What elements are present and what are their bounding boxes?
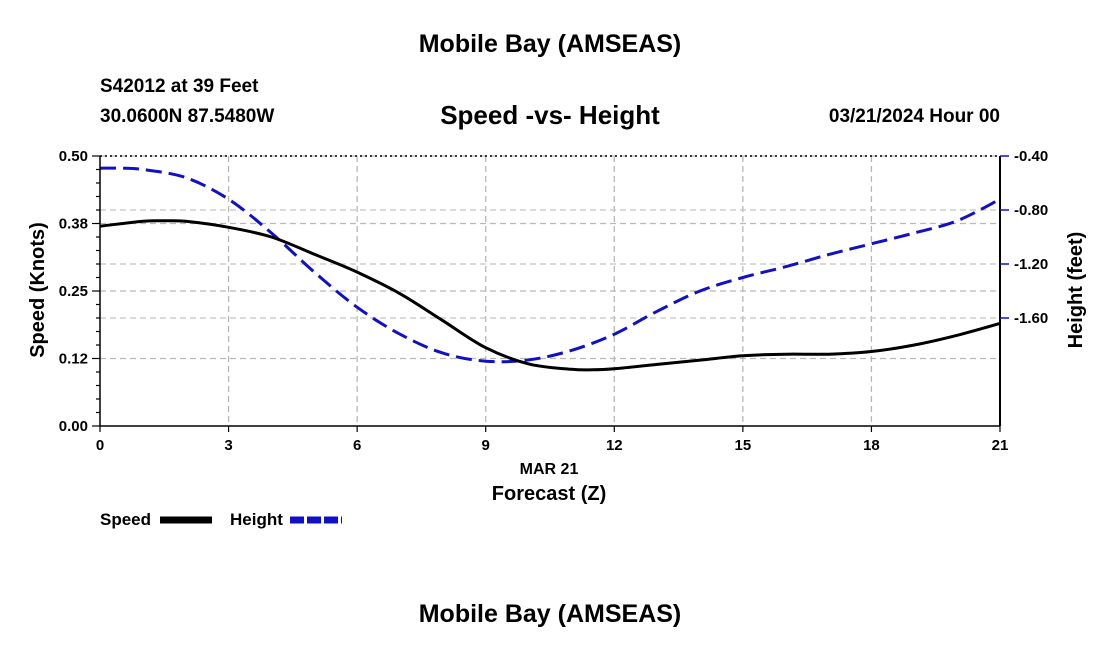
page-title: Mobile Bay (AMSEAS) xyxy=(418,30,682,58)
height-series-line xyxy=(99,166,1001,364)
y-axis-label: Speed (Knots) xyxy=(27,222,49,358)
x-tick-label: 21 xyxy=(992,437,1009,454)
legend: Speed Height xyxy=(100,510,342,529)
y2-tick-label: -0.40 xyxy=(1014,148,1048,165)
x-tick-label: 15 xyxy=(735,437,752,454)
y-tick-label: 0.38 xyxy=(59,216,88,233)
y-tick-label: 0.25 xyxy=(59,283,88,300)
series-layer xyxy=(99,166,1001,372)
legend-height-label: Height xyxy=(230,510,283,529)
station-label: S42012 at 39 Feet xyxy=(100,76,259,97)
y-tick-label: 0.12 xyxy=(59,351,88,368)
x-tick-label: 18 xyxy=(863,437,880,454)
y2-tick-label: -0.80 xyxy=(1014,202,1048,219)
x-tick-label: 12 xyxy=(606,437,623,454)
axis-labels: MAR 21 Forecast (Z) Speed (Knots) Height… xyxy=(27,222,1087,505)
forecast-datetime: 03/21/2024 Hour 00 xyxy=(828,106,1000,127)
axes: 0 3 6 9 12 15 18 21 0.00 0.12 0.25 0.38 0.50 -1.60 -1.… xyxy=(59,148,1048,454)
coordinates-label: 30.0600N 87.5480W xyxy=(100,106,275,127)
chart-title: Speed -vs- Height xyxy=(440,100,660,130)
y2-tick-label: -1.20 xyxy=(1014,256,1048,273)
x-tick-label: 3 xyxy=(224,437,232,454)
y-tick-label: 0.00 xyxy=(59,418,88,435)
y2-tick-label: -1.60 xyxy=(1014,310,1048,327)
y-tick-label: 0.50 xyxy=(59,148,88,165)
x-tick-label: 6 xyxy=(353,437,361,454)
x-date-label: MAR 21 xyxy=(520,461,579,478)
x-axis-label: Forecast (Z) xyxy=(492,483,606,505)
footer-title: Mobile Bay (AMSEAS) xyxy=(418,600,682,628)
legend-speed-label: Speed xyxy=(100,510,151,529)
speed-series-line xyxy=(99,219,1001,372)
y2-axis-label: Height (feet) xyxy=(1065,232,1087,349)
grid xyxy=(100,155,1000,426)
x-tick-label: 0 xyxy=(96,437,104,454)
x-tick-label: 9 xyxy=(482,437,490,454)
